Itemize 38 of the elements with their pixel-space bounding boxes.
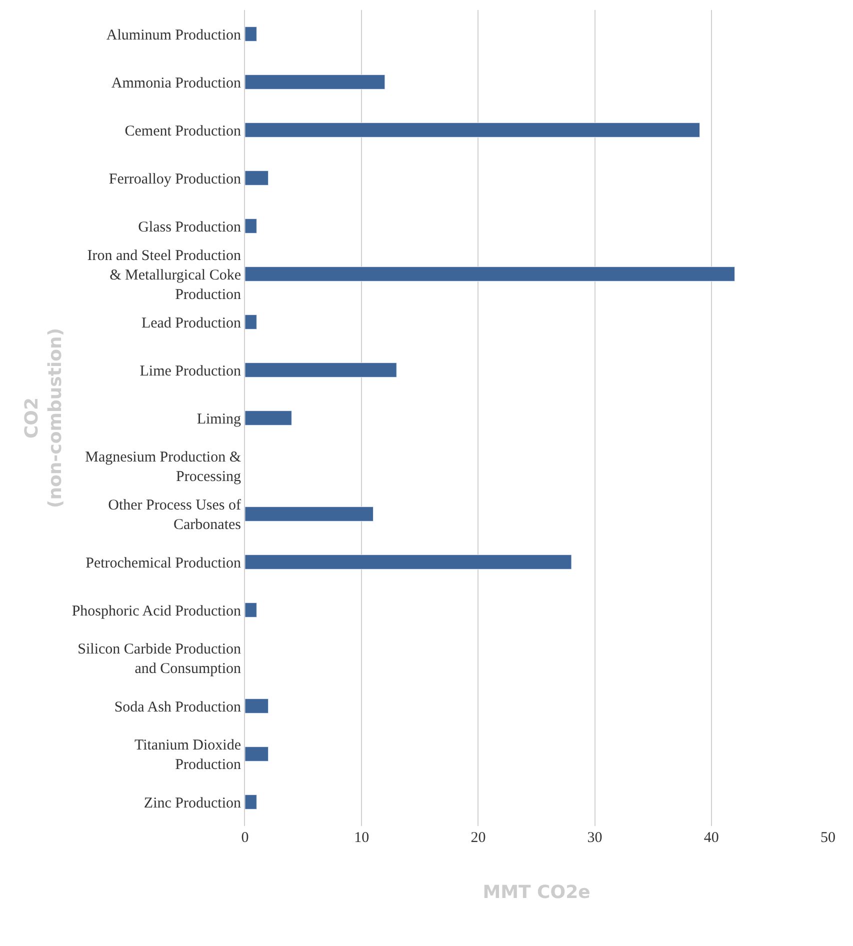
y-tick-label: Zinc Production xyxy=(144,795,242,812)
y-tick-label: Glass Production xyxy=(138,219,242,236)
bar xyxy=(245,170,269,186)
y-tick-label: Liming xyxy=(196,411,242,428)
bar xyxy=(245,362,397,378)
x-tick-label: 0 xyxy=(241,830,249,846)
x-tick-label: 10 xyxy=(354,830,370,846)
x-tick-label: 50 xyxy=(820,830,836,846)
x-tick-label: 30 xyxy=(587,830,602,846)
x-tick-label: 20 xyxy=(470,830,486,846)
bar xyxy=(245,698,269,714)
bar xyxy=(245,26,257,42)
y-tick-label: Other Process Uses of Carbonates xyxy=(108,498,242,533)
bar xyxy=(245,602,257,618)
y-tick-label: Lime Production xyxy=(140,363,242,380)
bar xyxy=(245,74,386,90)
bar xyxy=(245,122,700,138)
y-tick-label: Lead Production xyxy=(141,315,242,332)
bar xyxy=(245,266,735,282)
bar xyxy=(245,314,257,330)
y-tick-label: Petrochemical Production xyxy=(86,555,242,572)
y-tick-label: Phosphoric Acid Production xyxy=(72,603,242,620)
bar xyxy=(245,506,374,522)
bar xyxy=(245,554,572,570)
y-tick-label: Ferroalloy Production xyxy=(108,171,242,188)
y-tick-label: Ammonia Production xyxy=(111,75,242,92)
y-tick-label: Silicon Carbide Production and Consumption xyxy=(78,642,242,677)
y-tick-label: Magnesium Production & Processing xyxy=(85,450,242,485)
y-tick-label: Aluminum Production xyxy=(106,27,242,44)
y-tick-label: Iron and Steel Production & Metallurgical Coke Production xyxy=(87,248,242,303)
bar xyxy=(245,218,257,234)
x-tick-label: 40 xyxy=(704,830,719,846)
y-tick-label: Soda Ash Production xyxy=(114,699,242,716)
bar xyxy=(245,746,269,762)
bar xyxy=(245,410,292,426)
y-tick-label: Titanium Dioxide Production xyxy=(134,738,242,773)
y-tick-label: Cement Production xyxy=(124,123,242,140)
bar xyxy=(245,794,257,810)
